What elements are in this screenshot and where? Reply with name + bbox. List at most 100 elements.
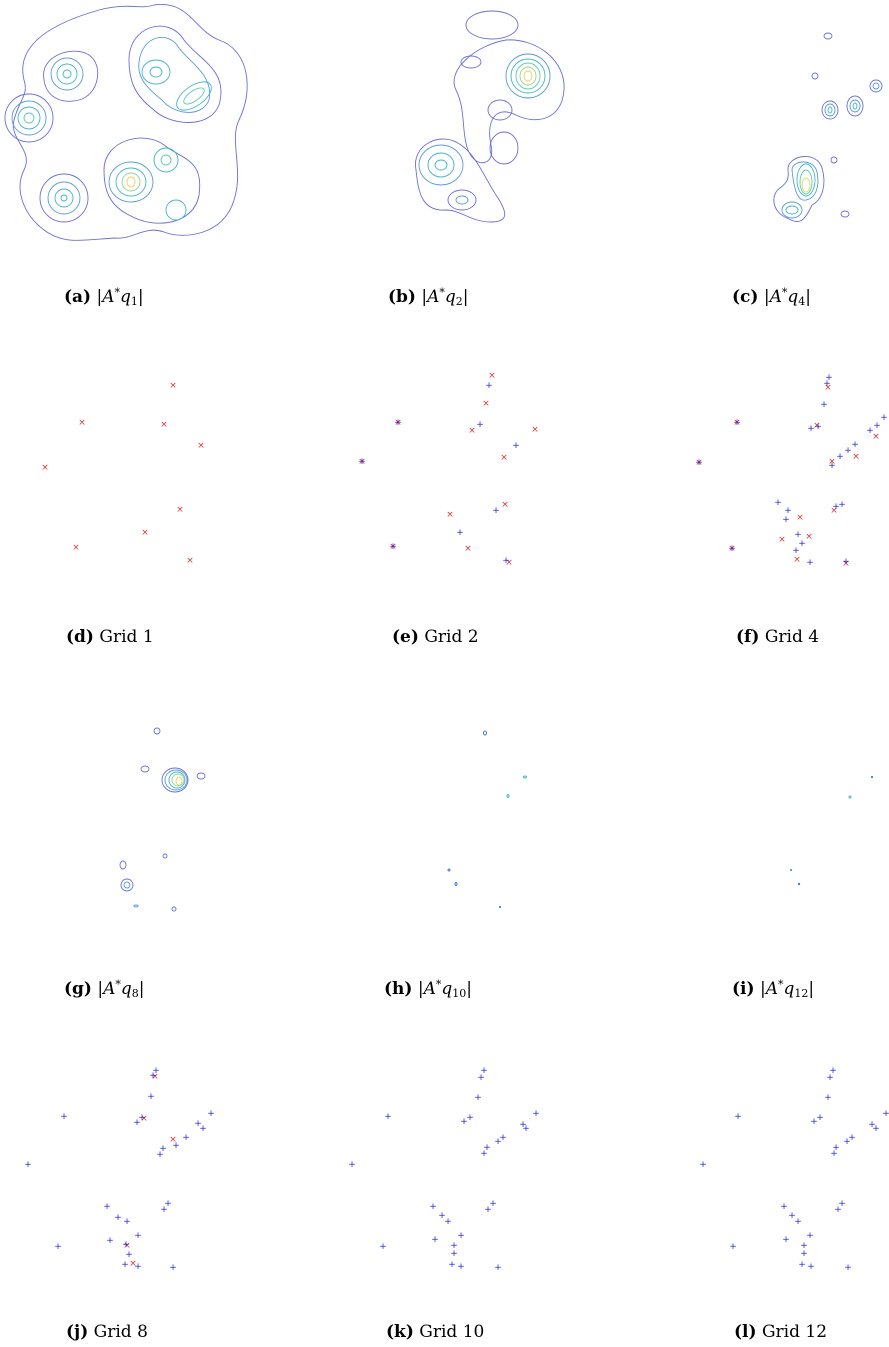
panel-k: + + + + + + + + + + + + + + + + + + + + … xyxy=(296,1040,592,1347)
grid-point-marker: + xyxy=(734,1112,742,1122)
grid-point-marker: + xyxy=(836,452,844,462)
grid-point-marker: + xyxy=(389,542,397,552)
grid-point-marker: + xyxy=(512,441,520,451)
true-source-marker: × xyxy=(500,453,508,463)
grid-point-marker: + xyxy=(824,1093,832,1103)
grid-point-marker: + xyxy=(106,1236,114,1246)
grid-point-marker: + xyxy=(476,420,484,430)
true-source-marker: × xyxy=(842,559,850,569)
grid-point-marker: + xyxy=(492,506,500,516)
grid-point-marker: + xyxy=(477,1073,485,1083)
grid-point-marker: + xyxy=(484,1205,492,1215)
true-source-marker: × xyxy=(852,452,860,462)
grid-point-marker: + xyxy=(807,424,815,434)
grid-point-marker: + xyxy=(125,1250,133,1260)
grid-point-marker: + xyxy=(873,421,881,431)
grid-point-marker: + xyxy=(838,1199,846,1209)
grid-point-marker: + xyxy=(800,1241,808,1251)
grid-point-marker: + xyxy=(456,528,464,538)
grid-point-marker: + xyxy=(794,530,802,540)
grid-point-marker: + xyxy=(820,400,828,410)
grid-point-marker: + xyxy=(868,1120,876,1130)
true-source-marker: × xyxy=(78,418,86,428)
grid-point-marker: + xyxy=(379,1242,387,1252)
grid-point-marker: + xyxy=(848,1133,856,1143)
caption-label: (g) xyxy=(64,979,92,999)
true-source-marker: × xyxy=(482,399,490,409)
true-source-marker: × xyxy=(468,426,476,436)
caption-k: (k) Grid 10 xyxy=(386,1322,484,1342)
grid-point-marker: + xyxy=(429,1202,437,1212)
caption-f: (f) Grid 4 xyxy=(736,627,819,647)
grid-plot-e: × × × × × × × × × × × × + + + + + + + xyxy=(358,371,539,568)
contour-plot-g xyxy=(119,727,206,912)
grid-point-marker: + xyxy=(438,1211,446,1221)
grid-point-marker: + xyxy=(358,457,366,467)
caption-c: (c) |A*q4| xyxy=(732,283,811,312)
true-source-marker: × xyxy=(197,441,205,451)
true-source-marker: × xyxy=(488,371,496,381)
grid-point-marker: + xyxy=(780,1202,788,1212)
true-source-marker: × xyxy=(828,457,836,467)
true-source-marker: × xyxy=(824,383,832,393)
grid-point-marker: + xyxy=(159,1144,167,1154)
caption-math: |A*q12| xyxy=(759,978,815,1000)
grid-point-marker: + xyxy=(480,1066,488,1076)
grid-point-marker: + xyxy=(784,506,792,516)
grid-point-marker: + xyxy=(431,1235,439,1245)
caption-text: Grid 12 xyxy=(761,1322,828,1342)
grid-point-marker: + xyxy=(457,1262,465,1272)
true-source-marker: × xyxy=(531,425,539,435)
caption-a: (a) |A*q1| xyxy=(64,283,144,312)
panel-i: (i) |A*q12| xyxy=(592,690,889,1010)
true-source-marker: × xyxy=(160,420,168,430)
grid-point-marker: + xyxy=(480,1149,488,1159)
grid-point-marker: + xyxy=(774,498,782,508)
contour-plot-h xyxy=(447,730,527,909)
grid-point-marker: + xyxy=(494,1263,502,1273)
panel-a: (a) |A*q1| xyxy=(0,0,296,310)
panel-j: × × × × × + + + + + + + + + + + + + + xyxy=(0,1040,296,1347)
grid-point-marker: + xyxy=(489,1199,497,1209)
grid-point-marker: + xyxy=(728,544,736,554)
true-source-marker: × xyxy=(501,500,509,510)
grid-point-marker: + xyxy=(866,426,874,436)
grid-point-marker: + xyxy=(794,1217,802,1227)
panel-b: (b) |A*q2| xyxy=(296,0,592,310)
true-source-marker: × xyxy=(805,532,813,542)
grid-point-marker: + xyxy=(800,1249,808,1259)
caption-label: (d) xyxy=(66,627,94,647)
true-source-marker: × xyxy=(394,418,402,428)
true-source-marker: × xyxy=(169,1135,177,1145)
panel-e: × × × × × × × × × × × × + + + + + + + xyxy=(296,340,592,660)
true-source-marker: × xyxy=(446,510,454,520)
true-source-marker: × xyxy=(358,457,366,467)
grid-plot-k: + + + + + + + + + + + + + + + + + + + + … xyxy=(348,1066,540,1273)
caption-h: (h) |A*q10| xyxy=(384,975,472,1004)
true-source-marker: × xyxy=(129,1259,137,1269)
grid-point-marker: + xyxy=(122,1240,130,1250)
grid-point-marker: + xyxy=(882,1109,889,1119)
grid-point-marker: + xyxy=(199,1124,207,1134)
grid-point-marker: + xyxy=(729,1242,737,1252)
true-source-marker: × xyxy=(141,528,149,538)
caption-label: (i) xyxy=(732,979,755,999)
grid-point-marker: + xyxy=(880,413,888,423)
caption-label: (h) xyxy=(384,979,413,999)
grid-point-marker: + xyxy=(485,381,493,391)
grid-point-marker: + xyxy=(798,1260,806,1270)
true-source-marker: × xyxy=(140,1114,148,1124)
grid-point-marker: + xyxy=(24,1160,32,1170)
grid-point-marker: + xyxy=(457,1231,465,1241)
contour-plot-a xyxy=(4,4,248,241)
grid-point-marker: + xyxy=(843,1137,851,1147)
grid-point-marker: + xyxy=(829,1066,837,1076)
contour-plot-c xyxy=(773,32,883,222)
grid-point-marker: + xyxy=(806,1231,814,1241)
grid-point-marker: + xyxy=(134,1262,142,1272)
grid-point-marker: + xyxy=(844,446,852,456)
true-source-marker: × xyxy=(464,544,472,554)
grid-point-marker: + xyxy=(494,1137,502,1147)
grid-point-marker: + xyxy=(782,1235,790,1245)
grid-point-marker: + xyxy=(872,1124,880,1134)
